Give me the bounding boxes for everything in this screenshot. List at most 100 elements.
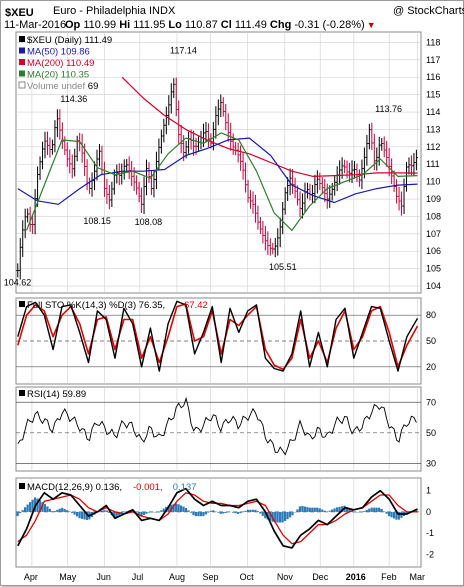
price-annotation: 114.36 bbox=[60, 94, 87, 104]
price-tick-label: 110 bbox=[426, 177, 440, 187]
macd-histogram-bar bbox=[324, 511, 326, 512]
sto-tick-label: 20 bbox=[426, 362, 436, 372]
macd-histogram-bar bbox=[29, 502, 31, 512]
legend-label: MA(20) 110.35 bbox=[27, 70, 89, 81]
macd-histogram-bar bbox=[286, 512, 288, 519]
macd-histogram-bar bbox=[145, 512, 147, 514]
macd-histogram-bar bbox=[252, 510, 254, 512]
quote-date: 11-Mar-2016 bbox=[4, 19, 66, 31]
macd-histogram-bar bbox=[289, 512, 291, 518]
legend-swatch bbox=[19, 301, 25, 307]
macd-histogram-bar bbox=[200, 512, 202, 516]
macd-histogram-bar bbox=[182, 507, 184, 512]
legend-label: RSI(14) 59.89 bbox=[27, 389, 86, 400]
macd-histogram-bar bbox=[371, 508, 373, 512]
legend-label: MA(50) 109.86 bbox=[27, 47, 90, 58]
macd-histogram-bar bbox=[281, 512, 283, 523]
month-label: Feb bbox=[381, 572, 397, 582]
macd-histogram-bar bbox=[234, 512, 236, 513]
macd-histogram-bar bbox=[225, 512, 227, 513]
macd-histogram-bar bbox=[19, 512, 21, 513]
macd-histogram-bar bbox=[239, 512, 241, 513]
price-tick-label: 116 bbox=[426, 72, 440, 82]
price-annotation: 117.14 bbox=[170, 45, 197, 55]
legend-label: MA(200) 110.49 bbox=[27, 58, 94, 69]
month-label: Jun bbox=[96, 572, 111, 582]
macd-histogram-bar bbox=[150, 512, 152, 513]
macd-histogram-bar bbox=[197, 512, 199, 516]
macd-histogram-bar bbox=[247, 510, 249, 512]
macd-histogram-bar bbox=[66, 510, 68, 512]
price-tick-label: 113 bbox=[426, 124, 440, 134]
month-label: Nov bbox=[277, 572, 294, 582]
macd-histogram-bar bbox=[304, 507, 306, 512]
macd-histogram-bar bbox=[153, 512, 155, 513]
legend-swatch bbox=[19, 71, 25, 77]
symbol-title: $XEU bbox=[5, 7, 34, 19]
macd-histogram-bar bbox=[143, 512, 145, 515]
legend-label: -0.001, bbox=[133, 482, 163, 493]
macd-histogram-bar bbox=[378, 508, 380, 512]
macd-histogram-bar bbox=[361, 512, 363, 513]
macd-histogram-bar bbox=[190, 512, 192, 513]
macd-histogram-bar bbox=[207, 512, 209, 513]
macd-histogram-bar bbox=[254, 510, 256, 512]
macd-histogram-bar bbox=[306, 507, 308, 512]
macd-histogram-bar bbox=[26, 505, 28, 512]
macd-histogram-bar bbox=[56, 510, 58, 512]
legend-swatch bbox=[19, 36, 25, 42]
macd-histogram-bar bbox=[222, 512, 224, 514]
macd-histogram-bar bbox=[64, 509, 66, 512]
macd-histogram-bar bbox=[76, 512, 78, 517]
macd-histogram-bar bbox=[59, 509, 61, 512]
macd-histogram-bar bbox=[44, 504, 46, 512]
month-label: 2016 bbox=[346, 572, 366, 582]
macd-histogram-bar bbox=[51, 511, 53, 512]
macd-histogram-bar bbox=[400, 512, 402, 518]
legend-swatch bbox=[19, 390, 25, 396]
macd-histogram-bar bbox=[178, 504, 180, 512]
macd-histogram-bar bbox=[78, 512, 80, 518]
macd-histogram-bar bbox=[101, 511, 103, 512]
macd-histogram-bar bbox=[217, 512, 219, 513]
macd-histogram-bar bbox=[358, 512, 360, 513]
macd-tick-label: -2 bbox=[426, 549, 434, 559]
macd-histogram-bar bbox=[301, 506, 303, 512]
instrument-name: Euro - Philadelphia INDX bbox=[53, 5, 176, 17]
macd-histogram-bar bbox=[49, 509, 51, 512]
macd-histogram-bar bbox=[205, 512, 207, 514]
macd-histogram-bar bbox=[388, 512, 390, 516]
macd-histogram-bar bbox=[309, 508, 311, 512]
price-tick-label: 106 bbox=[426, 246, 441, 256]
rsi-tick-label: 50 bbox=[426, 428, 436, 438]
macd-histogram-bar bbox=[329, 511, 331, 512]
price-tick-label: 115 bbox=[426, 90, 440, 100]
macd-histogram-bar bbox=[24, 507, 26, 512]
price-tick-label: 109 bbox=[426, 194, 441, 204]
month-label: Mar bbox=[409, 572, 425, 582]
macd-histogram-bar bbox=[296, 509, 298, 512]
macd-histogram-bar bbox=[291, 512, 293, 515]
down-arrow-icon: ▼ bbox=[367, 20, 376, 30]
legend-label: 0.137 bbox=[173, 482, 197, 493]
price-tick-label: 114 bbox=[426, 107, 440, 117]
price-tick-label: 117 bbox=[426, 55, 440, 65]
macd-histogram-bar bbox=[46, 506, 48, 511]
macd-histogram-bar bbox=[376, 508, 378, 512]
macd-histogram-bar bbox=[187, 510, 189, 512]
macd-tick-label: 0 bbox=[426, 507, 431, 517]
macd-histogram-bar bbox=[393, 512, 395, 519]
macd-histogram-bar bbox=[311, 508, 313, 512]
macd-histogram-bar bbox=[383, 511, 385, 512]
macd-histogram-bar bbox=[195, 512, 197, 516]
price-tick-label: 105 bbox=[426, 264, 441, 274]
macd-histogram-bar bbox=[336, 507, 338, 511]
stockcharts-copyright: @ StockCharts.com bbox=[393, 5, 464, 17]
legend-label: Full STO %K(14,3) %D(3) 76.35, bbox=[27, 300, 165, 311]
price-tick-label: 112 bbox=[426, 142, 440, 152]
macd-histogram-bar bbox=[158, 512, 160, 513]
month-label: Dec bbox=[312, 572, 329, 582]
